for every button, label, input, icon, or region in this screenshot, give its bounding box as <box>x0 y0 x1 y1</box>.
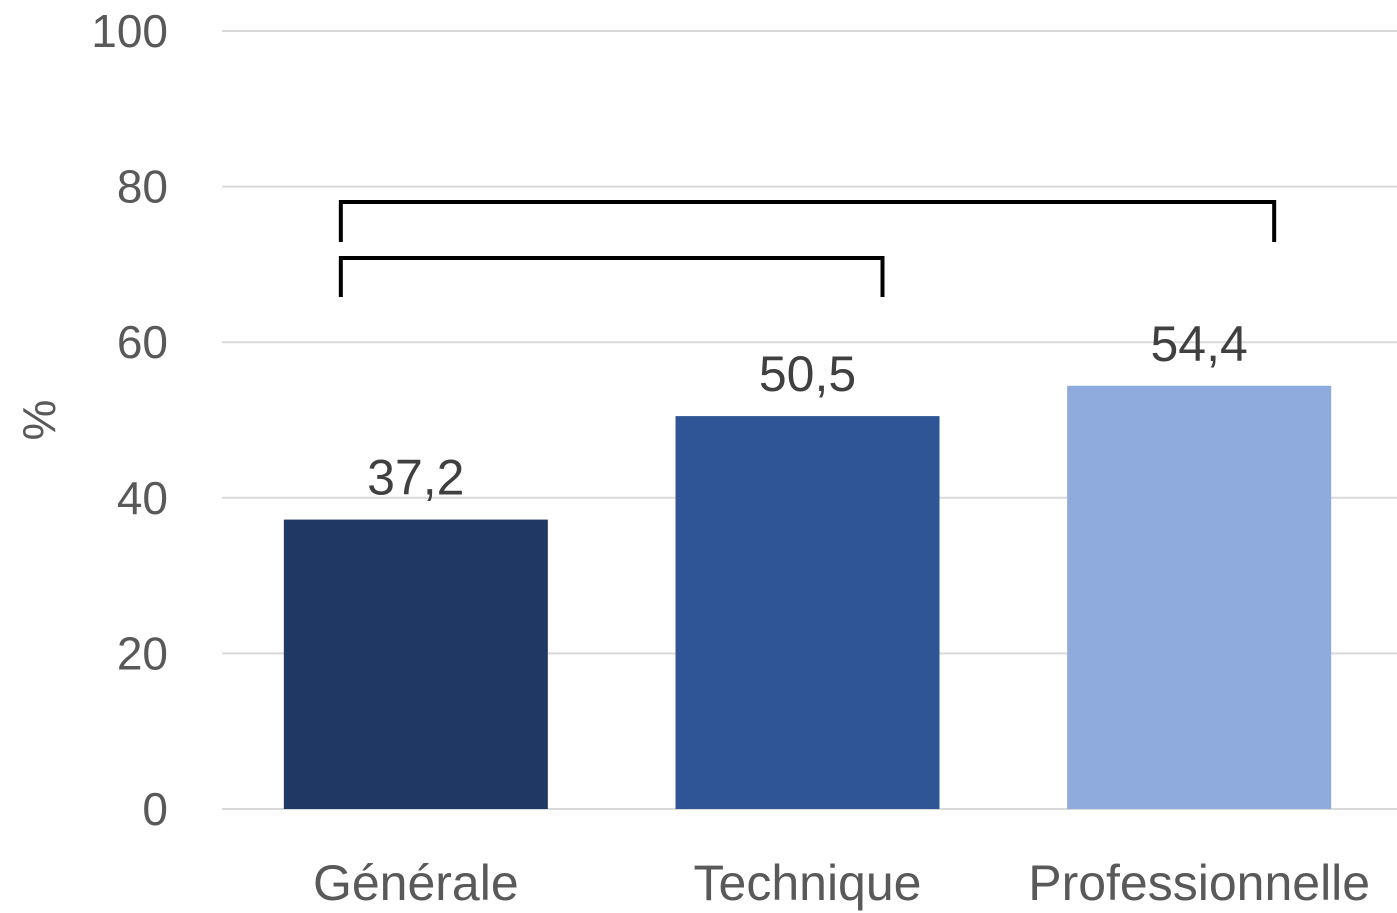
y-tick-label: 80 <box>117 161 168 213</box>
y-tick-label: 60 <box>117 316 168 368</box>
bar-technique <box>675 416 940 809</box>
y-axis-title: % <box>13 400 65 441</box>
bar-professionnelle <box>1067 385 1332 809</box>
y-tick-label: 40 <box>117 472 168 524</box>
data-label: 54,4 <box>1151 316 1248 372</box>
significance-brackets <box>338 200 1277 297</box>
data-labels: 37,2 50,5 54,4 <box>367 316 1248 506</box>
comparison-bracket <box>338 256 885 297</box>
x-category-label: Professionnelle <box>1028 855 1370 911</box>
y-tick-label: 20 <box>117 627 168 679</box>
y-tick-label: 0 <box>142 783 168 835</box>
x-category-label: Technique <box>694 855 922 911</box>
y-axis-tick-labels: 0 20 40 60 80 100 <box>91 5 168 835</box>
data-label: 50,5 <box>759 346 856 402</box>
data-label: 37,2 <box>367 450 464 506</box>
x-axis-category-labels: Générale Technique Professionnelle <box>313 855 1370 911</box>
comparison-bracket <box>338 200 1277 242</box>
x-category-label: Générale <box>313 855 519 911</box>
bars <box>283 385 1332 809</box>
bar-generale <box>283 519 548 809</box>
y-tick-label: 100 <box>91 5 168 57</box>
